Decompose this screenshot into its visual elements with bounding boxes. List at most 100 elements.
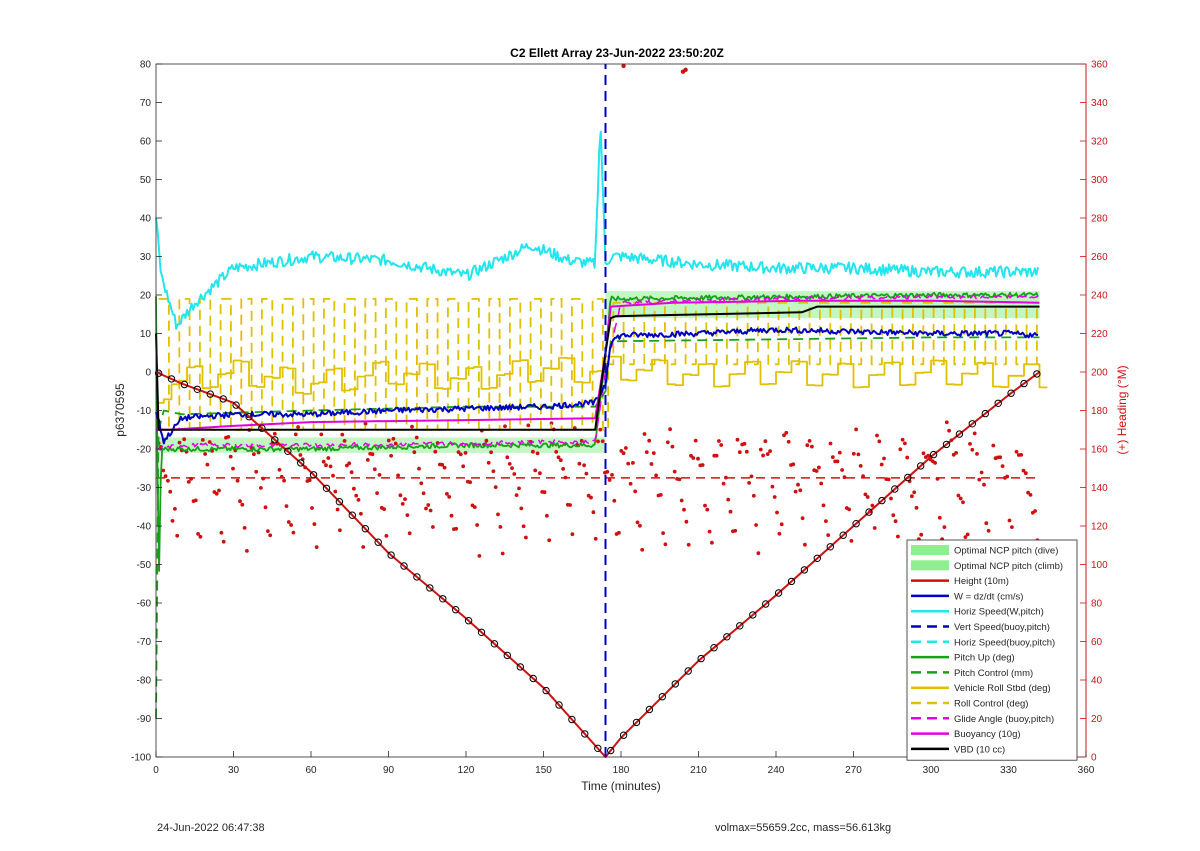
heading-dot <box>1023 471 1028 476</box>
height-marker <box>309 471 318 479</box>
heading-dot <box>426 503 431 507</box>
heading-dot <box>914 505 919 510</box>
heading-dot <box>944 420 949 425</box>
heading-dot <box>524 535 528 540</box>
y-tick-label: -50 <box>137 560 152 571</box>
heading-dot <box>556 455 561 460</box>
heading-dot <box>526 423 531 428</box>
heading-dot <box>593 536 598 541</box>
heading-dot <box>454 526 459 531</box>
heading-dot <box>842 475 847 480</box>
heading-dot <box>905 455 910 460</box>
heading-dot <box>775 510 779 515</box>
heading-dot <box>340 432 345 437</box>
heading-dot <box>877 439 882 444</box>
heading-dot <box>770 484 775 489</box>
height-marker <box>658 693 666 701</box>
height-marker <box>1007 389 1015 397</box>
heading-dot <box>314 545 319 549</box>
y-tick-label: -40 <box>137 522 152 533</box>
heading-dot <box>710 540 714 545</box>
height-marker <box>452 606 460 614</box>
heading-dot <box>463 451 468 455</box>
heading-dot <box>166 478 170 483</box>
heading-dot <box>268 533 273 538</box>
height-marker <box>994 399 1002 407</box>
heading-dot <box>510 466 514 470</box>
heading-dot <box>442 465 447 470</box>
heading-dot <box>668 427 672 432</box>
y2-tick-label: 0 <box>1091 753 1097 764</box>
height-marker <box>826 543 834 551</box>
heading-dot <box>803 542 807 547</box>
legend: Optimal NCP pitch (dive) Optimal NCP pitc… <box>906 539 1078 761</box>
x-tick-label: 90 <box>383 765 395 776</box>
heading-dot <box>228 454 233 459</box>
heading-dot <box>554 450 559 454</box>
heading-dot <box>261 476 266 481</box>
heading-dot <box>240 502 245 507</box>
height-marker <box>762 600 770 608</box>
height-marker <box>348 511 356 519</box>
height-marker <box>774 589 783 597</box>
heading-dot <box>382 507 386 511</box>
heading-dot <box>310 506 314 510</box>
heading-dot <box>542 490 547 495</box>
heading-dot <box>612 498 617 503</box>
heading-dot <box>161 468 166 473</box>
heading-dot <box>417 466 421 471</box>
heading-dot <box>193 498 198 503</box>
heading-dot <box>175 533 180 538</box>
y2-tick-label: 160 <box>1091 445 1108 456</box>
heading-dot <box>484 438 489 443</box>
y2-tick-label: 140 <box>1091 483 1108 494</box>
height-marker <box>581 730 589 738</box>
heading-dot <box>458 452 463 457</box>
heading-dot <box>254 469 259 474</box>
heading-dot <box>433 449 438 454</box>
heading-dot <box>326 456 331 460</box>
heading-dot <box>1033 509 1037 513</box>
heading-dot <box>307 478 312 483</box>
heading-dot <box>277 467 282 472</box>
heading-dot <box>365 458 370 462</box>
heading-dot <box>644 450 649 454</box>
y-tick-label: -80 <box>137 676 152 687</box>
heading-dot <box>231 466 235 471</box>
heading-dot <box>475 523 479 527</box>
heading-dot <box>968 442 972 446</box>
heading-dot <box>493 485 498 489</box>
heading-dot <box>598 427 603 432</box>
heading-dot <box>682 507 686 512</box>
heading-dot <box>391 436 396 441</box>
heading-dot <box>898 447 903 452</box>
heading-dot <box>765 452 770 456</box>
y2-tick-label: 80 <box>1091 599 1103 610</box>
heading-dot <box>235 478 240 483</box>
heading-dot <box>937 515 942 520</box>
y2-tick-label: 280 <box>1091 214 1108 225</box>
heading-dot <box>521 524 526 529</box>
heading-dot <box>889 496 893 501</box>
heading-dot <box>582 463 586 468</box>
heading-dot <box>321 459 326 464</box>
heading-dot <box>919 532 924 537</box>
height-marker <box>477 628 486 636</box>
heading-dot <box>414 435 419 440</box>
y-tick-label: 50 <box>140 175 152 186</box>
heading-dot <box>263 505 268 510</box>
y2-tick-label: 220 <box>1091 329 1108 340</box>
heading-dot <box>1000 464 1005 468</box>
y-tick-label: -90 <box>137 714 152 725</box>
heading-dot <box>342 439 347 443</box>
x-axis-label: Time (minutes) <box>581 779 661 793</box>
heading-dot <box>563 475 568 480</box>
y-tick-label: -30 <box>137 483 152 494</box>
heading-dot <box>205 462 210 467</box>
heading-dot <box>777 531 782 536</box>
heading-dot <box>796 482 800 487</box>
height-marker <box>968 420 976 428</box>
y-tick-label: -60 <box>137 599 152 610</box>
heading-dot <box>935 477 940 481</box>
